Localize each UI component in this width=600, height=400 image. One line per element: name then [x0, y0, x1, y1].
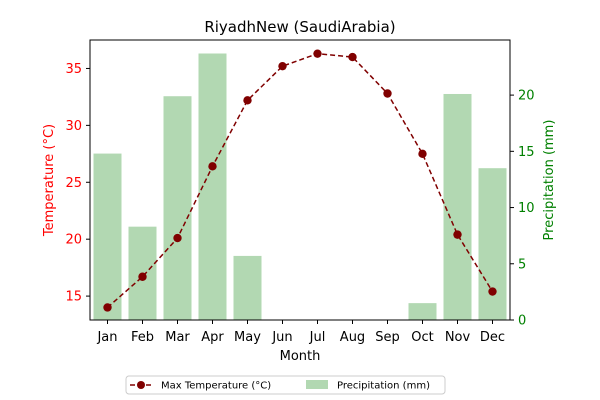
precipitation-bar-mar [163, 96, 192, 320]
x-tick-label: Sep [375, 330, 400, 345]
left-y-axis: 15 20 25 30 35 [65, 62, 90, 305]
x-tick-label: Mar [165, 330, 190, 345]
legend-precipitation-label: Precipitation (mm) [337, 381, 430, 392]
temperature-point-may [243, 96, 252, 105]
x-tick-label: Oct [411, 330, 433, 345]
temperature-line-layer [103, 49, 497, 312]
temperature-point-apr [208, 162, 217, 171]
right-y-tick-label: 0 [518, 314, 526, 329]
temperature-point-mar [173, 233, 182, 243]
x-tick-label: Jan [96, 330, 117, 345]
precipitation-bar-oct [408, 303, 437, 320]
plot-frame [89, 39, 511, 321]
x-axis-label: Month [280, 349, 321, 364]
right-y-axis: 0 5 10 15 20 [510, 89, 535, 329]
left-y-tick-label: 25 [65, 176, 82, 191]
precipitation-bar-may [233, 255, 262, 320]
temperature-point-aug [348, 52, 357, 62]
x-tick-label: Dec [480, 330, 505, 345]
left-y-tick-label: 15 [65, 290, 82, 305]
x-tick-label: Jun [271, 330, 292, 345]
temperature-line [107, 52, 494, 309]
precipitation-bar-nov [443, 93, 472, 320]
left-y-axis-label: Temperature (°C) [42, 124, 57, 237]
temperature-point-jul [313, 49, 322, 58]
legend-precipitation-swatch [306, 380, 328, 389]
x-axis: Jan Feb Mar Apr May Jun Jul Aug Sep Oct Nov Dec [96, 320, 505, 345]
right-y-tick-label: 5 [518, 257, 526, 272]
temperature-point-sep [383, 89, 392, 98]
temperature-point-feb [138, 272, 147, 281]
legend: Max Temperature (°C) Precipitation (mm) [125, 375, 446, 395]
right-y-tick-label: 10 [518, 201, 535, 216]
right-y-tick-label: 20 [518, 89, 535, 104]
temperature-point-jan [103, 303, 112, 312]
x-tick-label: May [234, 330, 261, 345]
chart-title: RiyadhNew (SaudiArabia) [204, 18, 395, 36]
left-y-tick-label: 20 [65, 233, 82, 248]
x-tick-label: Jul [309, 330, 326, 345]
precipitation-bars [93, 53, 507, 320]
right-y-axis-label: Precipitation (mm) [542, 120, 557, 241]
x-tick-label: Feb [131, 330, 154, 345]
x-tick-label: Apr [201, 330, 224, 345]
temperature-point-nov [453, 230, 462, 239]
precipitation-bar-dec [478, 168, 507, 320]
x-tick-label: Nov [445, 330, 471, 345]
right-y-tick-label: 15 [518, 145, 535, 160]
left-y-tick-label: 35 [65, 62, 82, 77]
precipitation-bar-jan [93, 153, 122, 320]
legend-temperature-marker [137, 381, 145, 389]
x-tick-label: Aug [340, 330, 365, 345]
temperature-point-dec [488, 287, 497, 296]
legend-temperature-label: Max Temperature (°C) [161, 381, 271, 392]
temperature-point-jun [278, 61, 287, 71]
temperature-point-oct [418, 149, 427, 159]
left-y-tick-label: 30 [65, 119, 82, 134]
legend-frame [125, 375, 446, 395]
